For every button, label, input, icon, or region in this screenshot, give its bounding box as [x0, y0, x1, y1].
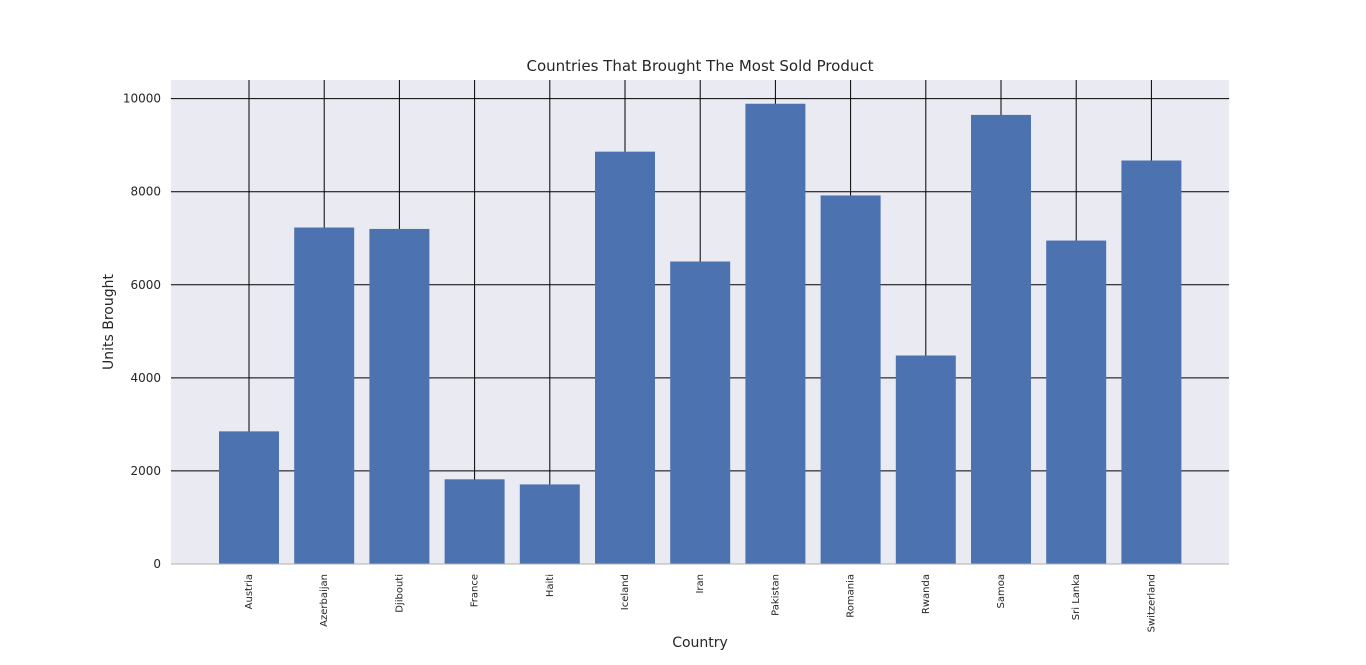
- bar-azerbaijan: [294, 227, 355, 564]
- x-tick-label: Switzerland: [1146, 574, 1157, 632]
- y-tick-label: 4000: [130, 371, 161, 385]
- x-tick-label: Haiti: [545, 574, 556, 597]
- y-tick-labels: 0 2000 4000 6000 8000 10000: [123, 92, 161, 571]
- bar-samoa: [971, 114, 1031, 565]
- y-tick-label: 2000: [130, 464, 161, 478]
- bar-austria: [219, 431, 279, 564]
- x-tick-label: Sri Lanka: [1071, 574, 1082, 620]
- bar-iran: [670, 261, 731, 564]
- bar-sri-lanka: [1046, 240, 1107, 565]
- bars-group: [219, 103, 1182, 565]
- y-tick-label: 8000: [130, 185, 161, 199]
- x-tick-label: Rwanda: [921, 574, 932, 614]
- bar-djibouti: [369, 228, 430, 564]
- bar-france: [444, 479, 505, 564]
- y-tick-label: 6000: [130, 278, 161, 292]
- x-axis-label: Country: [672, 635, 728, 651]
- x-tick-label: Pakistan: [770, 574, 781, 616]
- x-tick-label: France: [470, 574, 481, 607]
- x-tick-label: Azerbaijan: [319, 574, 330, 627]
- bar-iceland: [595, 151, 655, 564]
- x-tick-label: Djibouti: [394, 574, 405, 613]
- x-tick-label: Iran: [695, 574, 706, 594]
- x-tick-label: Romania: [846, 574, 857, 618]
- chart-title: Countries That Brought The Most Sold Pro…: [526, 57, 873, 75]
- y-axis-label: Units Brought: [101, 273, 117, 369]
- x-tick-labels: Austria Azerbaijan Djibouti France Haiti Icel…: [244, 574, 1157, 632]
- y-tick-label: 0: [153, 557, 161, 571]
- x-tick-label: Samoa: [996, 574, 1007, 608]
- bar-haiti: [519, 484, 580, 564]
- x-tick-label: Iceland: [620, 574, 631, 610]
- y-tick-label: 10000: [123, 92, 161, 106]
- x-tick-label: Austria: [244, 574, 255, 609]
- bar-rwanda: [895, 355, 956, 564]
- bar-romania: [820, 195, 881, 564]
- bar-pakistan: [745, 103, 806, 564]
- bar-switzerland: [1121, 160, 1182, 564]
